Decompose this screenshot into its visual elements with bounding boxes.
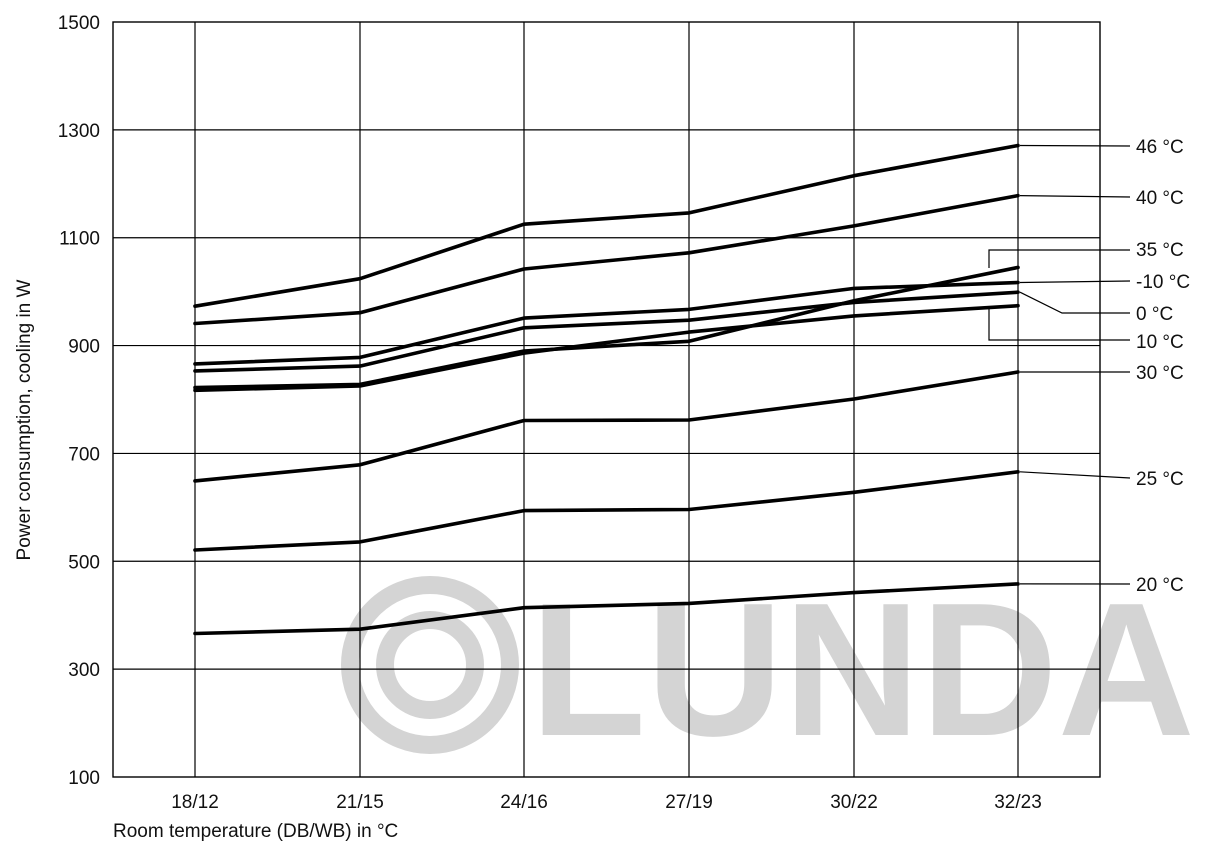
x-tick-label: 32/23 bbox=[994, 792, 1042, 813]
x-tick-label: 18/12 bbox=[171, 792, 219, 813]
y-axis-title: Power consumption, cooling in W bbox=[14, 279, 35, 560]
series-label-46-c: 46 °C bbox=[1136, 137, 1184, 158]
series-line-46-c bbox=[193, 143, 1020, 309]
leader-line-35-c bbox=[988, 249, 1130, 268]
x-axis-title: Room temperature (DB/WB) in °C bbox=[113, 821, 398, 842]
series-label-35-c: 35 °C bbox=[1136, 240, 1184, 261]
y-tick-label: 900 bbox=[68, 337, 100, 358]
leader-line-25-c bbox=[1019, 471, 1131, 479]
x-tick-label: 27/19 bbox=[665, 792, 713, 813]
y-axis-ticks: 100 300 500 700 900 1100 1300 1500 bbox=[58, 13, 100, 789]
series-label-25-c: 25 °C bbox=[1136, 469, 1184, 490]
leader-line-10-c bbox=[1019, 280, 1131, 284]
watermark-ring-icon bbox=[341, 576, 519, 754]
leader-line-46-c bbox=[1019, 144, 1131, 147]
series-line-0-c bbox=[193, 290, 1020, 373]
y-tick-label: 700 bbox=[68, 444, 100, 465]
leader-line-40-c bbox=[1019, 195, 1131, 198]
y-tick-label: 100 bbox=[68, 768, 100, 789]
leader-line-10-c bbox=[988, 308, 1130, 341]
series-line-10-c bbox=[193, 280, 1020, 366]
series-lines bbox=[193, 143, 1020, 636]
series-line-30-c bbox=[193, 370, 1020, 483]
y-tick-label: 300 bbox=[68, 660, 100, 681]
x-tick-label: 21/15 bbox=[336, 792, 384, 813]
plot-frame bbox=[112, 21, 1101, 778]
x-axis-ticks: 18/12 21/15 24/16 27/19 30/22 32/23 bbox=[171, 792, 1042, 813]
series-label-10-c: -10 °C bbox=[1136, 272, 1190, 293]
series-label-40-c: 40 °C bbox=[1136, 188, 1184, 209]
watermark-text: LUNDA bbox=[530, 564, 1195, 776]
series-label-10-c: 10 °C bbox=[1136, 332, 1184, 353]
y-tick-label: 1100 bbox=[59, 229, 100, 250]
y-tick-label: 500 bbox=[68, 552, 100, 573]
series-label-0-c: 0 °C bbox=[1136, 304, 1173, 325]
y-tick-label: 1500 bbox=[58, 13, 100, 34]
y-tick-label: 1300 bbox=[58, 121, 100, 142]
series-label-20-c: 20 °C bbox=[1136, 575, 1184, 596]
watermark-inner-ring-icon bbox=[376, 611, 484, 719]
series-label-30-c: 30 °C bbox=[1136, 363, 1184, 384]
series-labels: 46 °C 40 °C 35 °C -10 °C 0 °C 10 °C 30 °C 25 °C… bbox=[988, 137, 1190, 596]
watermark-logo: LUNDA bbox=[341, 564, 1195, 776]
grid-lines bbox=[113, 22, 1100, 777]
series-line-25-c bbox=[193, 469, 1020, 552]
leader-line-0-c bbox=[1019, 291, 1130, 314]
series-line-40-c bbox=[193, 193, 1020, 326]
series-line-20-c bbox=[193, 582, 1020, 636]
x-tick-label: 24/16 bbox=[500, 792, 548, 813]
series-line-10-c bbox=[193, 303, 1020, 393]
x-tick-label: 30/22 bbox=[830, 792, 878, 813]
